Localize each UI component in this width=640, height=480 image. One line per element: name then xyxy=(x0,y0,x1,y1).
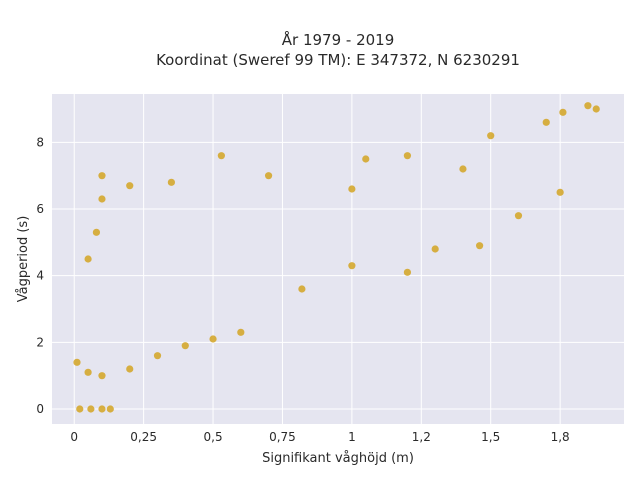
data-point xyxy=(514,212,523,220)
y-tick-label: 0 xyxy=(36,402,44,416)
x-tick-label: 1,2 xyxy=(412,430,431,444)
data-point xyxy=(84,368,92,376)
data-point xyxy=(87,405,95,413)
data-point xyxy=(476,242,484,250)
plot-area xyxy=(52,94,624,424)
y-tick-labels: 0 2 4 6 8 xyxy=(36,135,44,416)
x-axis-title: Signifikant våghöjd (m) xyxy=(262,451,414,466)
data-point xyxy=(298,285,306,293)
data-point xyxy=(153,352,162,360)
data-point xyxy=(98,195,106,203)
data-point xyxy=(584,102,592,110)
data-point xyxy=(106,405,114,413)
chart-title-line1: År 1979 - 2019 xyxy=(282,30,395,49)
data-point xyxy=(98,372,106,380)
data-point xyxy=(362,155,370,163)
x-tick-label: 0,75 xyxy=(269,430,296,444)
data-point xyxy=(459,165,467,173)
y-tick-label: 8 xyxy=(36,135,44,149)
x-tick-labels: 0 0,25 0,5 0,75 1 1,2 1,5 1,8 xyxy=(70,430,569,444)
data-point xyxy=(237,328,245,336)
y-tick-label: 2 xyxy=(36,335,44,349)
data-point xyxy=(559,108,567,116)
data-point xyxy=(84,255,92,263)
data-point xyxy=(348,262,356,270)
x-tick-label: 0,25 xyxy=(130,430,157,444)
data-point xyxy=(209,335,217,343)
data-point xyxy=(556,188,564,196)
data-point xyxy=(348,185,356,193)
data-point xyxy=(403,268,412,276)
data-point xyxy=(542,118,550,126)
data-point xyxy=(403,152,412,160)
grid-lines xyxy=(52,94,624,424)
x-tick-label: 1 xyxy=(348,430,356,444)
data-point xyxy=(92,228,101,236)
y-tick-label: 4 xyxy=(36,269,44,283)
data-point xyxy=(167,178,175,186)
data-point xyxy=(98,405,106,413)
data-point xyxy=(487,132,495,140)
x-tick-label: 0 xyxy=(70,430,78,444)
x-tick-label: 0,5 xyxy=(204,430,223,444)
x-tick-label: 1,5 xyxy=(481,430,500,444)
y-tick-label: 6 xyxy=(36,202,44,216)
data-point xyxy=(76,405,84,413)
data-point xyxy=(592,105,600,113)
data-point xyxy=(73,358,81,366)
data-point xyxy=(217,152,225,160)
x-tick-label: 1,8 xyxy=(551,430,570,444)
data-point xyxy=(431,245,439,253)
data-point xyxy=(181,342,189,350)
y-axis-title: Vågperiod (s) xyxy=(16,216,31,303)
data-point xyxy=(126,182,134,190)
data-point xyxy=(126,365,134,373)
data-point xyxy=(264,172,273,180)
data-point xyxy=(98,172,106,180)
data-points xyxy=(73,102,600,413)
chart-title-line2: Koordinat (Sweref 99 TM): E 347372, N 62… xyxy=(156,51,520,69)
